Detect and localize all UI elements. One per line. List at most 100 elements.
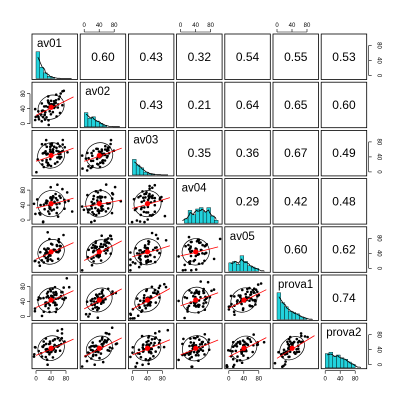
- scatter-point: [153, 341, 156, 345]
- correlation-value: 0.48: [332, 194, 356, 208]
- scatter-point: [154, 301, 158, 304]
- bottom-axis-tick-label: 0: [34, 377, 38, 383]
- scatter-point: [42, 105, 46, 108]
- scatter-point: [204, 297, 208, 301]
- scatter-point: [249, 293, 252, 297]
- left-axis-tick-label: 40: [21, 201, 27, 208]
- scatter-point: [137, 265, 141, 269]
- scatter-point: [54, 349, 57, 352]
- correlation-ellipse: [230, 335, 258, 361]
- scatter-point: [148, 253, 152, 257]
- scatter-point: [100, 234, 103, 237]
- scatter-point: [189, 245, 192, 248]
- right-axis-tick-label: 0: [376, 170, 382, 174]
- correlation-value: 0.55: [284, 50, 308, 64]
- scatter-point: [199, 347, 202, 351]
- scatter-point: [100, 148, 104, 151]
- panel-frame: [320, 226, 368, 273]
- scatter-point: [50, 209, 53, 212]
- scatter-point: [256, 283, 260, 286]
- scatter-point: [177, 358, 180, 362]
- scatter-point: [253, 298, 257, 302]
- scatter-point: [48, 340, 52, 343]
- left-axis-tick-label: 40: [21, 105, 27, 112]
- right-axis-tick-label: 80: [376, 235, 382, 242]
- panel-frame: [127, 129, 175, 177]
- scatter-point: [306, 335, 309, 339]
- scatter-point: [91, 210, 94, 214]
- panel-av05-prova1: 0.60: [272, 226, 319, 273]
- panel-av01-prova2: 0.53: [320, 33, 368, 80]
- scatter-point: [86, 351, 90, 354]
- loess-line: [35, 147, 74, 162]
- scatter-point: [63, 340, 66, 343]
- correlation-ellipse: [181, 286, 210, 314]
- correlation-ellipse: [134, 287, 161, 313]
- scatter-point: [96, 191, 100, 194]
- scatter-point: [286, 340, 289, 344]
- panel-prova1-av04: [176, 274, 223, 321]
- scatter-point: [166, 328, 170, 332]
- top-axis-tick-label: 80: [207, 23, 214, 29]
- panel-frame: [320, 129, 368, 177]
- panel-prova2-av03: [127, 322, 175, 370]
- right-axis-tick-label: 0: [376, 74, 382, 78]
- scatter-point: [148, 192, 151, 196]
- scatter-point: [291, 341, 295, 345]
- correlation-ellipse: [37, 94, 65, 120]
- scatter-point: [142, 296, 146, 300]
- mean-point: [241, 297, 247, 303]
- scatter-point: [160, 195, 163, 199]
- panel-av04-av01: [31, 178, 78, 225]
- scatter-point: [110, 237, 113, 241]
- scatter-point: [131, 261, 135, 264]
- scatter-point: [193, 258, 197, 262]
- scatter-point: [104, 195, 107, 199]
- scatter-point: [90, 207, 94, 210]
- scatter-point: [99, 245, 103, 249]
- scatter-point: [201, 305, 205, 308]
- scatter-point: [147, 196, 151, 200]
- scatter-point: [104, 144, 107, 148]
- histogram-bar: [202, 211, 208, 224]
- scatter-point: [227, 349, 230, 352]
- scatter-point: [88, 346, 91, 349]
- panel-av04-av05: 0.29: [224, 178, 271, 225]
- panel-av01-av03: 0.43: [127, 33, 175, 80]
- panel-frame: [272, 322, 319, 370]
- scatter-point: [58, 244, 62, 248]
- scatter-point: [111, 290, 114, 293]
- scatter-point: [197, 350, 201, 353]
- scatter-point: [99, 352, 103, 355]
- scatter-point: [163, 214, 167, 218]
- scatter-point: [98, 209, 101, 213]
- correlation-ellipse: [37, 239, 65, 265]
- panel-frame: [224, 274, 271, 321]
- panels-layer: av01 0.60 0.43 0.32 0.54 0.55 0.53 av02 0.43 0.21…: [31, 33, 368, 370]
- panel-frame: [272, 274, 319, 321]
- scatter-point: [38, 211, 41, 215]
- scatter-point: [250, 305, 254, 308]
- left-axis-tick-label: 80: [21, 283, 27, 290]
- scatter-point: [90, 220, 93, 224]
- scatter-point: [142, 199, 146, 202]
- scatter-point: [138, 306, 141, 310]
- scatter-point: [188, 344, 191, 348]
- scatter-point: [92, 212, 96, 216]
- correlation-value: 0.65: [284, 98, 308, 112]
- panel-av02-prova1: 0.65: [272, 81, 319, 129]
- scatter-point: [53, 293, 56, 297]
- scatter-point: [189, 250, 193, 254]
- scatter-point: [162, 345, 166, 349]
- scatter-point: [57, 150, 60, 153]
- scatter-point: [299, 332, 303, 335]
- mean-point: [144, 297, 151, 303]
- scatter-point: [80, 269, 84, 272]
- scatter-point: [56, 337, 60, 340]
- scatter-point: [90, 257, 93, 261]
- panel-frame: [79, 274, 127, 321]
- scatter-point: [252, 287, 256, 291]
- correlation-ellipse: [86, 287, 113, 313]
- bottom-axis-tick-label: 40: [240, 377, 247, 383]
- scatter-point: [111, 193, 115, 196]
